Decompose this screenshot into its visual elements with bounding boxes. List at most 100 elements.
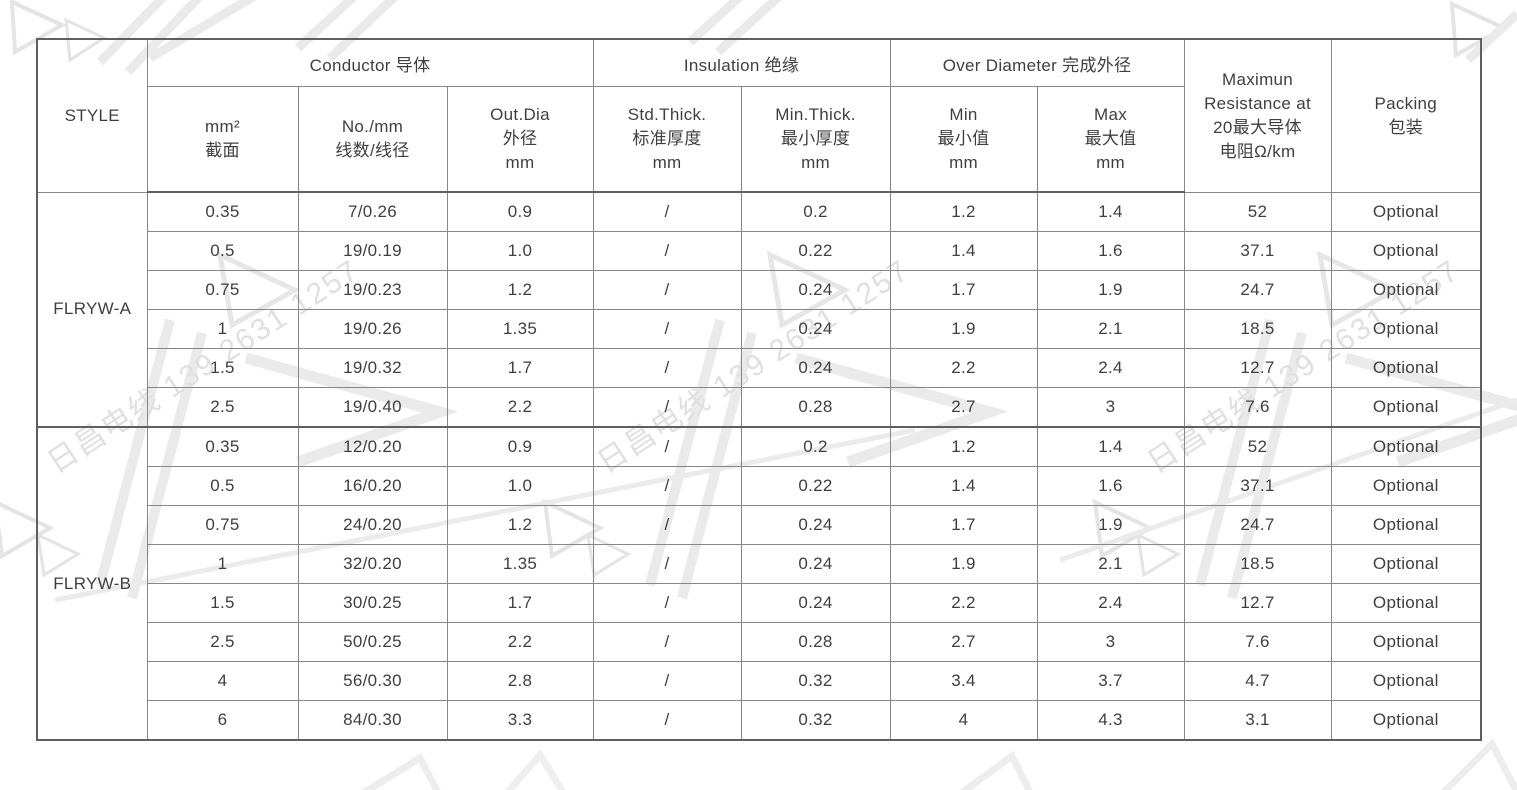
style-cell: FLRYW-A [36, 191, 148, 428]
table-cell: 0.24 [740, 348, 891, 388]
table-cell: 19/0.19 [297, 231, 448, 271]
table-cell: 19/0.40 [297, 387, 448, 428]
header-min: Min 最小值 mm [889, 86, 1038, 193]
table-cell: 1.4 [1036, 426, 1185, 467]
table-cell: 2.2 [889, 583, 1038, 623]
table-cell: 24/0.20 [297, 505, 448, 545]
table-cell: 84/0.30 [297, 700, 448, 741]
table-cell: 0.9 [446, 426, 594, 467]
table-cell: / [592, 661, 742, 701]
table-cell: / [592, 191, 742, 232]
table-cell: 0.28 [740, 387, 891, 428]
table-cell: 0.24 [740, 583, 891, 623]
table-cell: 18.5 [1183, 544, 1332, 584]
table-row: 0.75 19/0.23 1.2/0.24 1.7 1.9 24.7 Optional [37, 270, 1482, 310]
table-cell: 7.6 [1183, 622, 1332, 662]
table-cell: 2.2 [446, 387, 594, 428]
table-cell: 1.2 [446, 505, 594, 545]
table-cell: 2.5 [146, 622, 299, 662]
watermark-triangle [361, 753, 441, 790]
table-cell: 1.35 [446, 309, 594, 349]
table-cell: Optional [1330, 661, 1482, 701]
table-cell: 1.9 [1036, 270, 1185, 310]
watermark-triangle [959, 750, 1033, 790]
header-sub-row: mm² 截面 No./mm 线数/线径 Out.Dia 外径 mm Std.Th… [37, 86, 1481, 193]
table-cell: 0.2 [740, 191, 891, 232]
table-cell: Optional [1330, 231, 1482, 271]
table-cell: 19/0.26 [297, 309, 448, 349]
table-cell: 0.5 [146, 466, 299, 506]
table-cell: Optional [1330, 466, 1482, 506]
table-cell: 0.75 [146, 505, 299, 545]
table-cell: 1.7 [889, 270, 1038, 310]
table-cell: 18.5 [1183, 309, 1332, 349]
table-cell: 1.7 [889, 505, 1038, 545]
header-group-over-diameter: Over Diameter 完成外径 [889, 38, 1185, 87]
table-cell: 0.35 [146, 191, 299, 232]
table-cell: 0.2 [740, 426, 891, 467]
table-row: 0.75 24/0.20 1.2/0.24 1.7 1.9 24.7 Optional [37, 505, 1482, 545]
header-style: STYLE [36, 38, 148, 193]
table-row: 1 19/0.26 1.35/0.24 1.9 2.1 18.5 Optional [37, 309, 1482, 349]
header-std-thick: Std.Thick. 标准厚度 mm [592, 86, 742, 193]
table-cell: 24.7 [1183, 270, 1332, 310]
table-cell: 37.1 [1183, 466, 1332, 506]
table-cell: 1 [146, 309, 299, 349]
table-cell: 52 [1183, 426, 1332, 467]
table-cell: 1.9 [889, 544, 1038, 584]
table-cell: 24.7 [1183, 505, 1332, 545]
header-out-dia: Out.Dia 外径 mm [446, 86, 594, 193]
table-cell: 0.75 [146, 270, 299, 310]
table-cell: 3.7 [1036, 661, 1185, 701]
table-cell: 56/0.30 [297, 661, 448, 701]
table-cell: / [592, 387, 742, 428]
table-cell: 3 [1036, 387, 1185, 428]
header-group-row: STYLE Conductor 导体 Insulation 绝缘 Over Di… [36, 38, 1482, 193]
header-no-mm: No./mm 线数/线径 [297, 86, 448, 193]
header-group-insulation: Insulation 绝缘 [592, 38, 891, 87]
table-cell: 19/0.23 [297, 270, 448, 310]
table-cell: 0.5 [146, 231, 299, 271]
table-cell: 0.22 [740, 466, 891, 506]
table-cell: 1.4 [1036, 191, 1185, 232]
table-row: FLRYW-A 0.35 7/0.26 0.9/0.2 1.2 1.4 52 Optional [36, 191, 1482, 428]
header-group-conductor: Conductor 导体 [146, 38, 594, 87]
table-row: FLRYW-B 0.35 12/0.20 0.9/0.2 1.2 1.4 52 Optiona… [36, 426, 1482, 741]
table-cell: 1 [146, 544, 299, 584]
style-cell: FLRYW-B [36, 426, 148, 741]
table-cell: 0.32 [740, 700, 891, 741]
header-packing: Packing 包装 [1330, 38, 1482, 193]
table-row: 0.5 19/0.19 1.0/0.22 1.4 1.6 37.1 Optional [37, 231, 1482, 271]
table-cell: 1.6 [1036, 466, 1185, 506]
table-cell: 0.24 [740, 309, 891, 349]
watermark-triangle [1441, 738, 1517, 790]
table-cell: / [592, 231, 742, 271]
table-cell: / [592, 583, 742, 623]
table-cell: / [592, 426, 742, 467]
header-max: Max 最大值 mm [1036, 86, 1185, 193]
table-cell: 3.4 [889, 661, 1038, 701]
table-cell: 3 [1036, 622, 1185, 662]
table-cell: 0.24 [740, 270, 891, 310]
table-cell: / [592, 270, 742, 310]
table-cell: 52 [1183, 191, 1332, 232]
table-cell: Optional [1330, 583, 1482, 623]
table-cell: 1.35 [446, 544, 594, 584]
table-row: 6 84/0.30 3.3/0.32 4 4.3 3.1 Optional [37, 700, 1482, 741]
header-resistance: Maximun Resistance at 20最大导体 电阻Ω/km [1183, 38, 1332, 193]
table-cell: 0.9 [446, 191, 594, 232]
table-cell: 1.7 [446, 348, 594, 388]
table-cell: Optional [1330, 700, 1482, 741]
table-cell: 0.24 [740, 544, 891, 584]
table-cell: / [592, 700, 742, 741]
table-cell: 3.3 [446, 700, 594, 741]
table-cell: Optional [1330, 426, 1482, 467]
table-cell: 19/0.32 [297, 348, 448, 388]
table-cell: Optional [1330, 387, 1482, 428]
table-cell: Optional [1330, 505, 1482, 545]
table-row: 0.5 16/0.20 1.0/0.22 1.4 1.6 37.1 Optional [37, 466, 1482, 506]
table-cell: 12/0.20 [297, 426, 448, 467]
table-cell: / [592, 466, 742, 506]
table-cell: 2.8 [446, 661, 594, 701]
table-cell: 2.7 [889, 622, 1038, 662]
